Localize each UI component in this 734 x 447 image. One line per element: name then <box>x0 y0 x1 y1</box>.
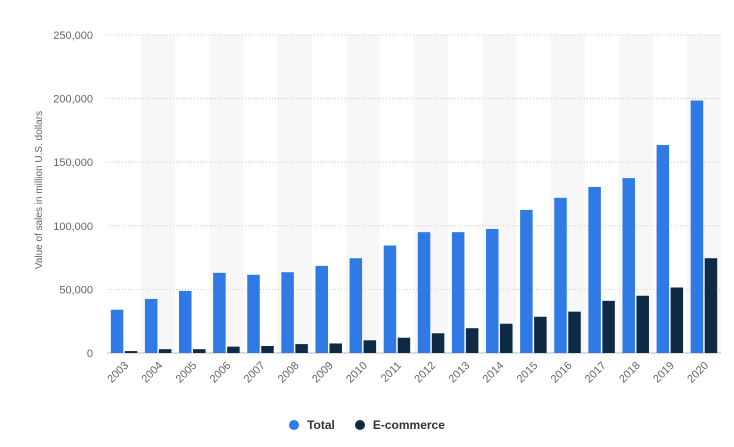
x-tick-label: 2017 <box>583 360 609 386</box>
x-tick-label: 2013 <box>446 360 472 386</box>
bar-ecommerce-2004[interactable] <box>158 349 172 353</box>
y-tick-label: 100,000 <box>53 221 93 233</box>
bar-total-2016[interactable] <box>554 197 567 353</box>
y-tick-label: 0 <box>87 348 93 360</box>
x-tick-label: 2016 <box>549 360 575 386</box>
bar-ecommerce-2017[interactable] <box>602 300 615 353</box>
x-tick-label: 2011 <box>379 360 404 385</box>
bar-ecommerce-2011[interactable] <box>397 337 411 353</box>
bar-total-2017[interactable] <box>588 187 601 353</box>
x-tick-label: 2004 <box>139 360 165 386</box>
bar-total-2019[interactable] <box>656 145 670 353</box>
y-tick-label: 150,000 <box>53 157 93 169</box>
x-tick-label: 2009 <box>310 360 336 386</box>
bar-ecommerce-2013[interactable] <box>465 328 479 353</box>
bar-total-2020[interactable] <box>690 100 704 354</box>
bar-total-2014[interactable] <box>486 228 499 353</box>
bar-ecommerce-2009[interactable] <box>329 343 342 353</box>
x-tick-label: 2005 <box>174 360 200 386</box>
x-tick-label: 2019 <box>651 360 677 386</box>
legend-item-ecommerce[interactable]: E-commerce <box>354 418 445 432</box>
bar-ecommerce-2015[interactable] <box>534 316 547 353</box>
grid-lines <box>107 34 721 354</box>
bar-total-2006[interactable] <box>213 272 226 353</box>
y-axis-ticks: 0 50,000 100,000 150,000 200,000 250,000 <box>53 30 93 360</box>
bar-total-2007[interactable] <box>247 274 260 353</box>
legend-marker-ecommerce <box>354 420 365 430</box>
bar-ecommerce-2020[interactable] <box>704 258 718 353</box>
bar-ecommerce-2005[interactable] <box>193 349 206 353</box>
x-tick-label: 2020 <box>685 360 711 386</box>
bar-ecommerce-2014[interactable] <box>500 323 513 353</box>
bar-total-2018[interactable] <box>622 178 635 353</box>
legend-label-ecommerce: E-commerce <box>372 418 445 432</box>
bar-ecommerce-2008[interactable] <box>295 344 308 353</box>
x-tick-label: 2012 <box>412 360 438 386</box>
legend-item-total[interactable]: Total <box>289 418 335 432</box>
bar-total-2004[interactable] <box>144 298 158 353</box>
y-tick-label: 50,000 <box>59 284 93 296</box>
x-tick-label: 2015 <box>515 360 541 386</box>
y-axis-title: Value of sales in million U.S. dollars <box>34 111 45 269</box>
bar-total-2003[interactable] <box>110 309 124 353</box>
x-tick-label: 2008 <box>276 360 302 386</box>
legend-label-total: Total <box>307 418 335 432</box>
x-tick-label: 2014 <box>481 360 507 386</box>
bar-ecommerce-2019[interactable] <box>670 287 684 353</box>
bar-total-2015[interactable] <box>520 209 533 353</box>
bar-ecommerce-2003[interactable] <box>124 351 138 353</box>
x-axis-ticks: 2003 2004 2005 2006 2007 2008 2009 2010 2011 2012… <box>105 360 711 386</box>
x-tick-label: 2010 <box>344 360 370 386</box>
bar-total-2010[interactable] <box>349 258 363 353</box>
legend: Total E-commerce <box>0 418 734 432</box>
bar-ecommerce-2006[interactable] <box>227 346 240 353</box>
bar-ecommerce-2010[interactable] <box>363 340 377 353</box>
bar-total-2013[interactable] <box>451 232 465 353</box>
bar-total-2011[interactable] <box>383 245 397 353</box>
x-tick-label: 2006 <box>208 360 234 386</box>
y-tick-label: 200,000 <box>53 94 93 106</box>
legend-marker-total <box>289 420 300 430</box>
bar-ecommerce-2007[interactable] <box>261 346 274 353</box>
bars <box>110 100 718 354</box>
x-tick-label: 2018 <box>617 360 643 386</box>
bar-total-2005[interactable] <box>179 290 192 353</box>
y-tick-label: 250,000 <box>53 30 93 42</box>
x-tick-label: 2003 <box>105 360 131 386</box>
x-tick-label: 2007 <box>242 360 268 386</box>
bar-ecommerce-2016[interactable] <box>568 311 581 353</box>
bar-ecommerce-2012[interactable] <box>431 333 445 353</box>
bar-ecommerce-2018[interactable] <box>636 295 649 353</box>
bar-total-2012[interactable] <box>417 232 431 353</box>
bar-total-2009[interactable] <box>315 265 328 353</box>
bar-total-2008[interactable] <box>281 272 294 353</box>
